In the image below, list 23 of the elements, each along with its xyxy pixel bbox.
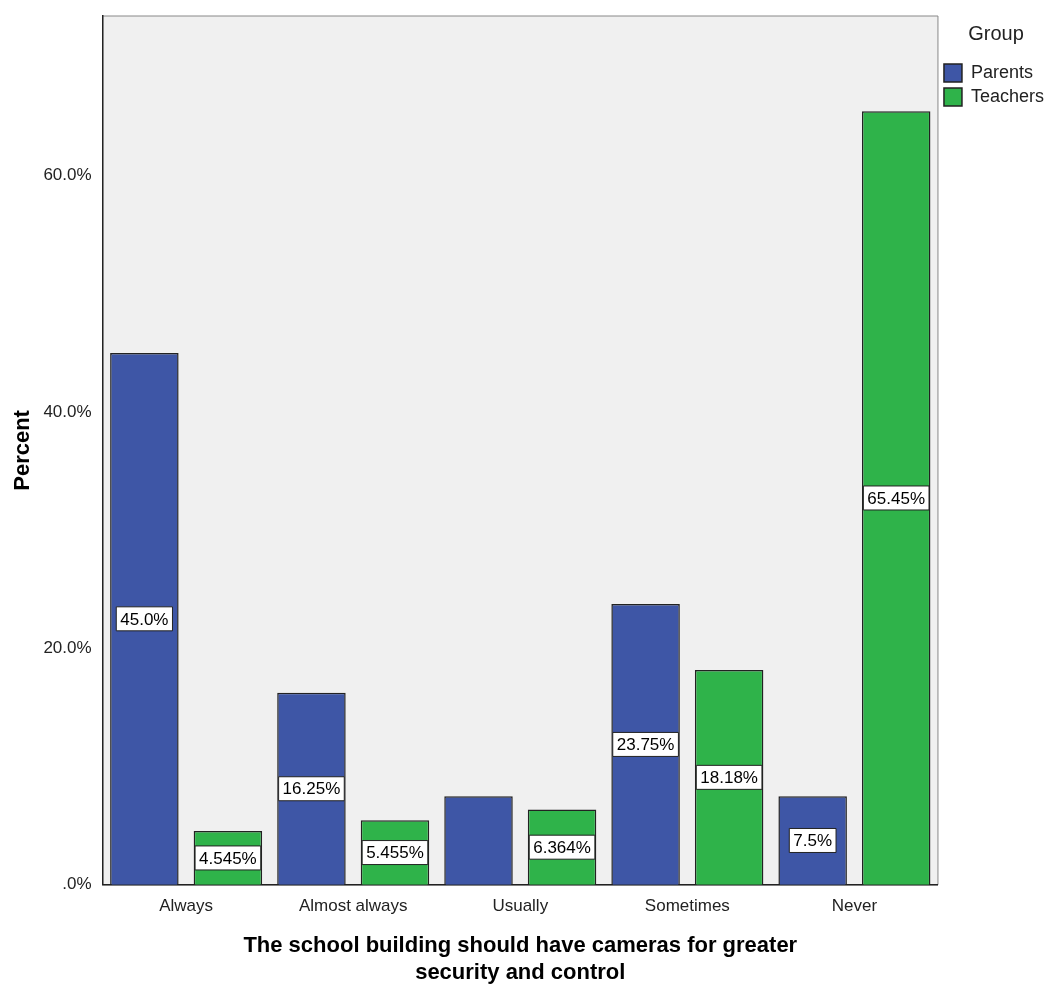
- legend-title: Group: [968, 21, 1024, 44]
- y-tick-label: 60.0%: [43, 165, 92, 185]
- y-tick-label: .0%: [62, 874, 92, 894]
- x-axis-title: The school building should have cameras for greater security and control: [243, 932, 798, 984]
- data-label: 7.5%: [793, 831, 833, 851]
- x-tick-label: Usually: [492, 895, 549, 915]
- x-tick-label: Sometimes: [644, 895, 730, 915]
- x-tick-label: Almost always: [298, 895, 408, 915]
- data-label: 5.455%: [366, 843, 424, 863]
- data-label: 65.45%: [867, 488, 926, 508]
- data-label: 16.25%: [282, 779, 341, 799]
- legend-label: Parents: [970, 61, 1034, 82]
- x-tick-label: Always: [159, 895, 214, 915]
- y-tick-label: 20.0%: [43, 638, 92, 658]
- x-tick-label: Never: [831, 895, 878, 915]
- legend-label: Teachers: [970, 85, 1045, 106]
- data-label: 18.18%: [700, 768, 758, 788]
- data-label: 45.0%: [120, 609, 169, 629]
- y-axis-title: Percent: [9, 409, 35, 491]
- data-label: 23.75%: [616, 735, 675, 755]
- y-tick-label: 40.0%: [43, 401, 92, 421]
- data-label: 6.364%: [533, 837, 591, 857]
- data-label: 4.545%: [199, 848, 257, 868]
